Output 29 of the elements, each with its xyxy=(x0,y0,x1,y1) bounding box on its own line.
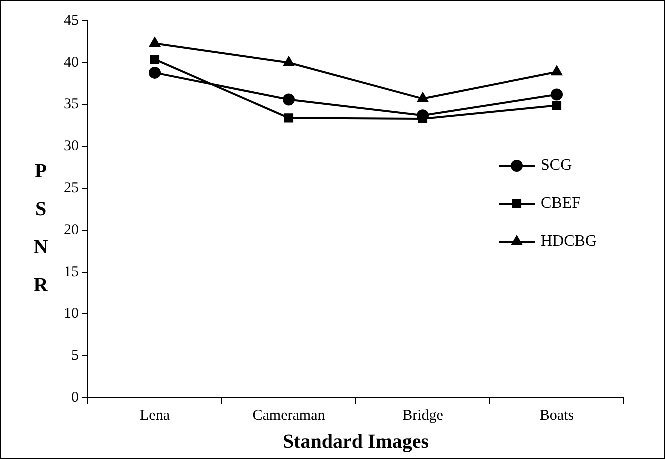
y-tick-label: 15 xyxy=(64,264,79,280)
legend-label: CBEF xyxy=(541,195,582,212)
point xyxy=(552,101,562,110)
point xyxy=(150,55,160,64)
x-tick-label: Boats xyxy=(540,408,574,424)
point xyxy=(284,114,294,123)
point xyxy=(149,66,161,79)
point xyxy=(150,38,160,48)
x-tick-label: Bridge xyxy=(402,408,444,424)
y-axis-title: PSNR xyxy=(34,160,49,297)
y-tick-label: 5 xyxy=(72,348,79,364)
x-tick-label: Cameraman xyxy=(252,408,326,424)
y-tick-label: 10 xyxy=(64,306,79,322)
legend-label: SCG xyxy=(541,157,573,174)
x-tick-label: Lena xyxy=(140,408,170,424)
x-axis-title: Standard Images xyxy=(282,431,430,454)
y-tick-label: 30 xyxy=(64,138,79,155)
y-tick-label: 0 xyxy=(72,390,79,406)
point xyxy=(551,88,563,101)
y-tick-label: 25 xyxy=(64,180,79,196)
point xyxy=(283,94,295,106)
point xyxy=(284,56,294,66)
point xyxy=(552,66,562,76)
point xyxy=(418,92,428,102)
y-tick-label: 20 xyxy=(64,222,79,238)
y-tick-label: 45 xyxy=(64,12,79,29)
y-tick-label: 40 xyxy=(64,54,79,71)
y-tick-label: 35 xyxy=(64,96,79,113)
legend-label: HDCBG xyxy=(541,233,598,250)
